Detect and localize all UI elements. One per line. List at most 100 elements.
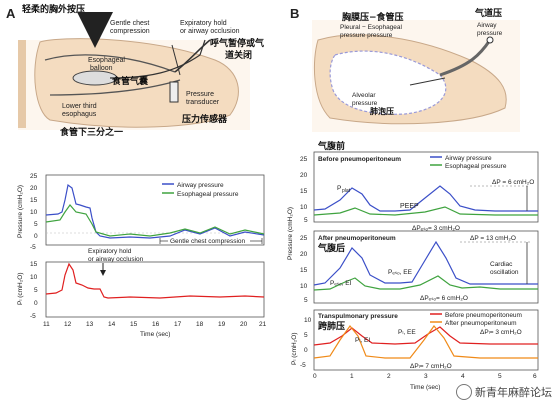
a1-ytick-3: 10 — [30, 209, 38, 216]
pleural-label-2: pressure pressure — [340, 32, 393, 39]
b1-title: Before pneumoperitoneum — [318, 156, 401, 163]
b2-dpeso: ΔPₑₛₒ= 6 cmH₂O — [420, 295, 468, 302]
cn-trans: 跨肺压 — [318, 320, 345, 332]
panel-a-label: A — [6, 6, 16, 21]
b3-legend-before: Before pneumoperitoneum — [445, 312, 522, 319]
b3-dpl1: ΔPₗ= 3 cmH₂O — [480, 329, 522, 336]
cn-exp-hold-2: 道关闭 — [225, 49, 252, 61]
cn-lower: 食管下三分之一 — [59, 126, 123, 138]
a2-ytick-1: 10 — [30, 274, 38, 281]
lower-label-2: esophagus — [62, 111, 97, 118]
cn-after: 气腹后 — [317, 242, 345, 254]
panel-a-illustration — [18, 12, 250, 130]
b3-xtick-5: 5 — [498, 373, 502, 380]
lower-label-1: Lower third — [62, 103, 97, 110]
b1-ytick-2: 15 — [300, 188, 308, 195]
b3-xtick-6: 6 — [533, 373, 537, 380]
b2-ytick-0: 25 — [300, 235, 308, 242]
chart-b2: After pneumoperitoneum 气腹后 25 20 15 10 5… — [300, 230, 539, 304]
a2-xtick-7: 18 — [196, 321, 204, 328]
b3-xlabel: Time (sec) — [410, 384, 440, 391]
a1-legend-airway: Airway pressure — [177, 182, 224, 189]
b1-legend-airway: Airway pressure — [445, 155, 492, 162]
b3-title: Transpulmonary pressure — [318, 313, 398, 320]
chart-a2: 15 10 5 0 -5 Pₗ (cmH₂O) 11 12 13 14 15 1… — [17, 261, 267, 338]
alveolar-label-1: Alveolar — [352, 92, 376, 99]
a1-gentle-label: Gentle chest compression — [170, 238, 246, 245]
a1-annot-1: Expiratory hold — [88, 248, 132, 255]
a2-ytick-3: 0 — [34, 300, 38, 307]
b2-cardiac-1: Cardiac — [490, 261, 513, 268]
b1-legend-eso: Esophageal pressure — [445, 163, 507, 170]
cn-balloon: 食管气囊 — [111, 75, 149, 87]
watermark: 新青年麻醉论坛 — [456, 384, 552, 400]
b3-xtick-3: 3 — [424, 373, 428, 380]
b2-ytick-4: 5 — [304, 297, 308, 304]
a1-ytick-2: 15 — [30, 197, 38, 204]
wechat-icon — [456, 384, 472, 400]
b3-xtick-1: 1 — [350, 373, 354, 380]
a2-ytick-4: -5 — [30, 313, 36, 320]
b3-ytick-2: 0 — [304, 347, 308, 354]
cn-pleural: 胸膜压−食管压 — [342, 11, 404, 23]
a2-xtick-2: 13 — [86, 321, 94, 328]
cn-alveolar: 肺泡压 — [370, 106, 394, 116]
a1-legend-eso: Esophageal pressure — [177, 191, 239, 198]
b1-ytick-3: 10 — [300, 204, 308, 211]
a2-xtick-4: 15 — [130, 321, 138, 328]
chart-a1: 25 20 15 10 5 0 -5 Pressure (cmH₂O) Airw… — [17, 173, 265, 251]
b2-title: After pneumoperitoneum — [318, 235, 396, 242]
gentle-label-1: Gentle chest — [110, 20, 149, 27]
a1-ytick-6: -5 — [30, 244, 36, 251]
a2-xtick-6: 17 — [174, 321, 182, 328]
pleural-label-1: Pleural − Esophageal — [340, 24, 403, 31]
gentle-label-2: compression — [110, 28, 150, 35]
a2-xlabel: Time (sec) — [140, 331, 170, 338]
airway-label-1: Airway — [477, 22, 497, 29]
b3-ylabel: Pₗ (cmH₂O) — [291, 333, 298, 366]
b1-ytick-1: 20 — [300, 172, 308, 179]
b3-dpl2: ΔPₗ= 7 cmH₂O — [410, 363, 452, 370]
b1-pplat-sub: plat — [342, 188, 351, 194]
a1-ytick-5: 0 — [34, 233, 38, 240]
a1-ytick-1: 20 — [30, 185, 38, 192]
b3-pl-ee: Pₗ, EE — [398, 329, 416, 336]
b2-peso-ee: Pₑₛₒ, EE — [388, 269, 413, 276]
watermark-text: 新青年麻醉论坛 — [475, 386, 552, 399]
b3-xtick-2: 2 — [387, 373, 391, 380]
b2-peso-ei: Pₑₛₒ, EI — [330, 280, 352, 287]
b1-dp: ΔP = 6 cmH₂O — [492, 179, 534, 186]
panel-b-label: B — [290, 6, 299, 21]
transducer-label-1: Pressure — [186, 91, 214, 98]
panel-a-title-cn: 轻柔的胸外按压 — [22, 3, 85, 15]
b3-xtick-4: 4 — [461, 373, 465, 380]
transducer-label-2: transducer — [186, 99, 220, 106]
cn-exp-hold-1: 呼气暂停或气 — [210, 37, 264, 49]
b-ylabel: Pressure (cmH₂O) — [287, 207, 294, 260]
cn-transducer: 压力传感器 — [182, 113, 228, 125]
b2-ytick-1: 20 — [300, 251, 308, 258]
a2-xtick-8: 19 — [218, 321, 226, 328]
airway-label-2: pressure — [477, 30, 503, 37]
a1-ytick-4: 5 — [34, 221, 38, 228]
b3-pl-ei: Pₗ, EI — [355, 337, 370, 344]
panel-b-illustration — [312, 20, 520, 132]
alveolar-label-2: pressure — [352, 100, 378, 107]
a1-annot-2: or airway occlusion — [88, 256, 144, 263]
cn-before: 气腹前 — [317, 140, 345, 152]
b3-xtick-0: 0 — [313, 373, 317, 380]
b3-ytick-3: -5 — [300, 362, 306, 369]
a1-ytick-0: 25 — [30, 173, 38, 180]
b3-ytick-1: 5 — [304, 332, 308, 339]
a1-ylabel: Pressure (cmH₂O) — [17, 185, 24, 238]
a2-xtick-3: 14 — [108, 321, 116, 328]
b3-ytick-0: 10 — [304, 317, 312, 324]
a2-xtick-1: 12 — [64, 321, 72, 328]
exp-hold-label-2: or airway occlusion — [180, 28, 240, 35]
b1-ytick-0: 25 — [300, 156, 308, 163]
chart-b1: Before pneumoperitoneum Airway pressure … — [300, 151, 539, 232]
a2-ytick-0: 15 — [30, 261, 38, 268]
b1-ytick-4: 5 — [304, 217, 308, 224]
a2-xtick-0: 11 — [43, 321, 50, 328]
